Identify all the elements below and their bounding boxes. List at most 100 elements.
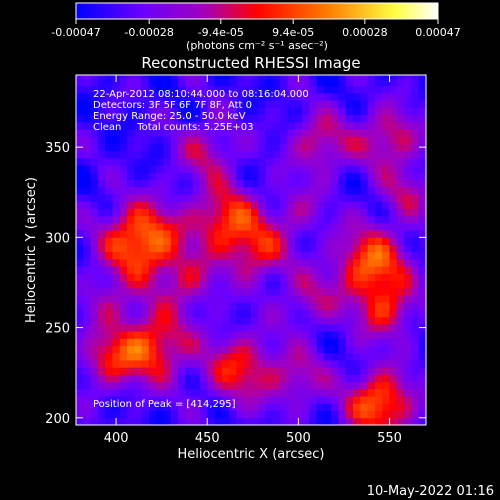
heatmap-cell xyxy=(294,287,303,296)
heatmap-cell xyxy=(163,129,172,137)
heatmap-cell xyxy=(207,75,215,80)
heatmap-cell xyxy=(389,388,398,397)
heatmap-cell xyxy=(251,222,259,231)
heatmap-cell xyxy=(105,244,113,253)
heatmap-cell xyxy=(367,93,376,101)
heatmap-cell xyxy=(185,259,194,267)
heatmap-cell xyxy=(396,150,405,159)
heatmap-cell xyxy=(338,410,347,419)
heatmap-cell xyxy=(141,165,150,173)
heatmap-cell xyxy=(163,295,172,303)
heatmap-cell xyxy=(323,338,332,347)
heatmap-cell xyxy=(280,157,288,166)
heatmap-cell xyxy=(170,259,179,267)
heatmap-cell xyxy=(367,259,376,267)
heatmap-cell xyxy=(112,165,121,173)
heatmap-cell xyxy=(353,345,361,354)
heatmap-cell xyxy=(411,121,420,130)
heatmap-cell xyxy=(199,150,208,159)
heatmap-cell xyxy=(97,331,106,339)
heatmap-cell xyxy=(389,150,398,159)
heatmap-cell xyxy=(287,323,296,332)
heatmap-cell xyxy=(185,302,194,310)
heatmap-cell xyxy=(280,150,288,159)
heatmap-cell xyxy=(360,360,369,368)
heatmap-cell xyxy=(127,157,135,166)
heatmap-cell xyxy=(309,374,318,383)
heatmap-cell xyxy=(353,208,361,217)
heatmap-cell xyxy=(280,316,288,325)
heatmap-cell xyxy=(207,352,215,361)
heatmap-cell xyxy=(272,100,281,108)
heatmap-cell xyxy=(287,114,296,123)
heatmap-cell xyxy=(192,179,201,188)
heatmap-cell xyxy=(280,381,288,390)
heatmap-cell xyxy=(141,280,150,289)
heatmap-cell xyxy=(389,316,398,325)
heatmap-cell xyxy=(229,367,237,375)
heatmap-cell xyxy=(214,396,223,404)
heatmap-cell xyxy=(360,266,369,274)
heatmap-cell xyxy=(411,367,420,375)
heatmap-cell xyxy=(90,114,99,123)
heatmap-cell xyxy=(148,360,157,368)
heatmap-cell xyxy=(163,367,172,375)
heatmap-cell xyxy=(170,230,179,238)
heatmap-cell xyxy=(323,230,332,238)
heatmap-cell xyxy=(178,201,186,209)
heatmap-cell xyxy=(156,165,164,173)
colorbar-unit-label: (photons cm⁻² s⁻¹ asec⁻²) xyxy=(186,39,328,52)
colorbar-ticks: -0.00047 -0.00028 -9.4e-05 9.4e-05 0.00028 0.… xyxy=(51,19,461,39)
heatmap-cell xyxy=(90,172,99,181)
heatmap-cell xyxy=(156,143,164,152)
heatmap-cell xyxy=(302,222,310,231)
heatmap-cell xyxy=(331,316,339,325)
heatmap-cell xyxy=(127,287,135,296)
heatmap-cell xyxy=(148,266,157,274)
heatmap-cell xyxy=(163,273,172,282)
heatmap-cell xyxy=(90,244,99,253)
heatmap-cell xyxy=(251,302,259,310)
heatmap-cell xyxy=(294,295,303,303)
heatmap-cell xyxy=(338,121,347,130)
heatmap-cell xyxy=(345,85,354,94)
heatmap-cell xyxy=(76,215,84,224)
heatmap-cell xyxy=(243,388,252,397)
heatmap-cell xyxy=(83,403,91,411)
heatmap-cell xyxy=(389,287,398,296)
heatmap-cell xyxy=(156,215,164,224)
heatmap-cell xyxy=(280,121,288,130)
heatmap-cell xyxy=(243,157,252,166)
heatmap-cell xyxy=(294,331,303,339)
heatmap-cell xyxy=(221,85,230,94)
heatmap-cell xyxy=(272,179,281,188)
heatmap-cell xyxy=(90,273,99,282)
heatmap-cell xyxy=(382,75,390,80)
heatmap-cell xyxy=(302,309,310,318)
heatmap-cell xyxy=(382,237,390,245)
heatmap-cell xyxy=(418,410,426,419)
heatmap-cell xyxy=(294,309,303,318)
heatmap-cell xyxy=(411,309,420,318)
heatmap-cell xyxy=(229,165,237,173)
heatmap-cell xyxy=(404,93,412,101)
heatmap-cell xyxy=(127,367,135,375)
heatmap-cell xyxy=(207,381,215,390)
heatmap-cell xyxy=(396,417,405,425)
heatmap-cell xyxy=(272,230,281,238)
heatmap-cell xyxy=(382,136,390,144)
heatmap-cell xyxy=(105,266,113,274)
heatmap-cell xyxy=(148,237,157,245)
heatmap-cell xyxy=(345,295,354,303)
heatmap-cell xyxy=(265,222,274,231)
heatmap-cell xyxy=(105,360,113,368)
heatmap-cell xyxy=(214,165,223,173)
heatmap-cell xyxy=(294,222,303,231)
heatmap-cell xyxy=(411,150,420,159)
heatmap-cell xyxy=(265,410,274,419)
heatmap-cell xyxy=(112,396,121,404)
heatmap-cell xyxy=(411,345,420,354)
heatmap-cell xyxy=(90,179,99,188)
heatmap-cell xyxy=(374,85,383,94)
